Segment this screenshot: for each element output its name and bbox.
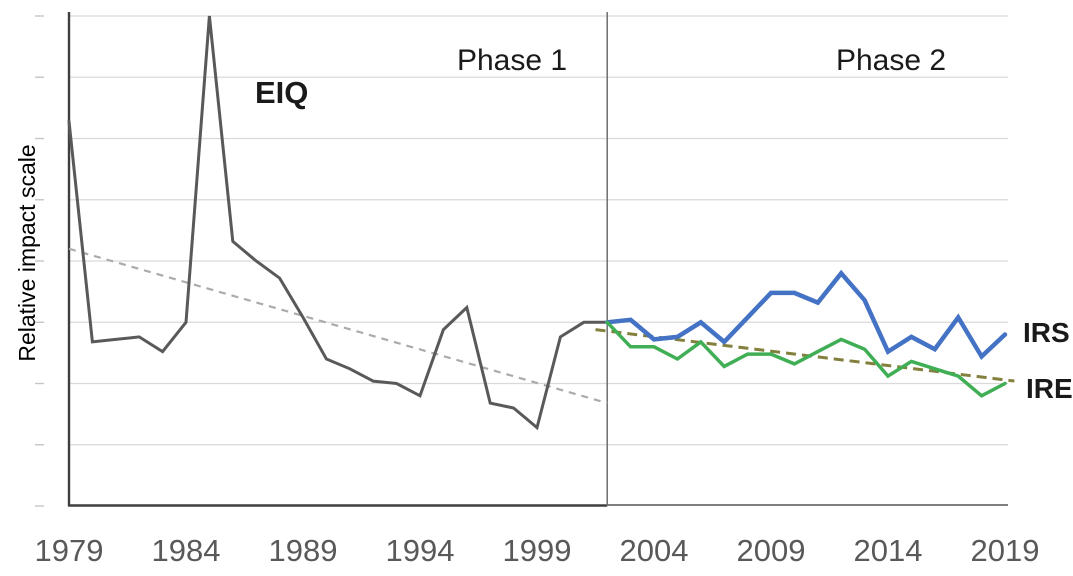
series-label-irs: IRS [1023,317,1070,348]
x-tick-label-2004: 2004 [619,533,689,568]
x-tick-label-1999: 1999 [502,533,572,568]
y-axis-title: Relative impact scale [14,144,40,362]
trendline-1 [68,247,608,405]
series-eiq-line [67,15,609,431]
x-tick-label-1989: 1989 [268,533,338,568]
x-tick-label-1994: 1994 [385,533,455,568]
phase-2-label: Phase 2 [835,44,947,77]
x-tick-label-2019: 2019 [970,533,1040,568]
series-ire-line [605,320,1007,398]
series-irs-line [604,269,1008,361]
x-tick-label-1979: 1979 [34,533,104,568]
x-tick-label-2009: 2009 [736,533,806,568]
series-label-ire: IRE [1026,373,1073,404]
phase-1-label: Phase 1 [456,44,568,77]
x-tick-label-1984: 1984 [151,533,221,568]
series-label-eiq: EIQ [255,75,309,110]
x-tick-label-2014: 2014 [853,533,923,568]
